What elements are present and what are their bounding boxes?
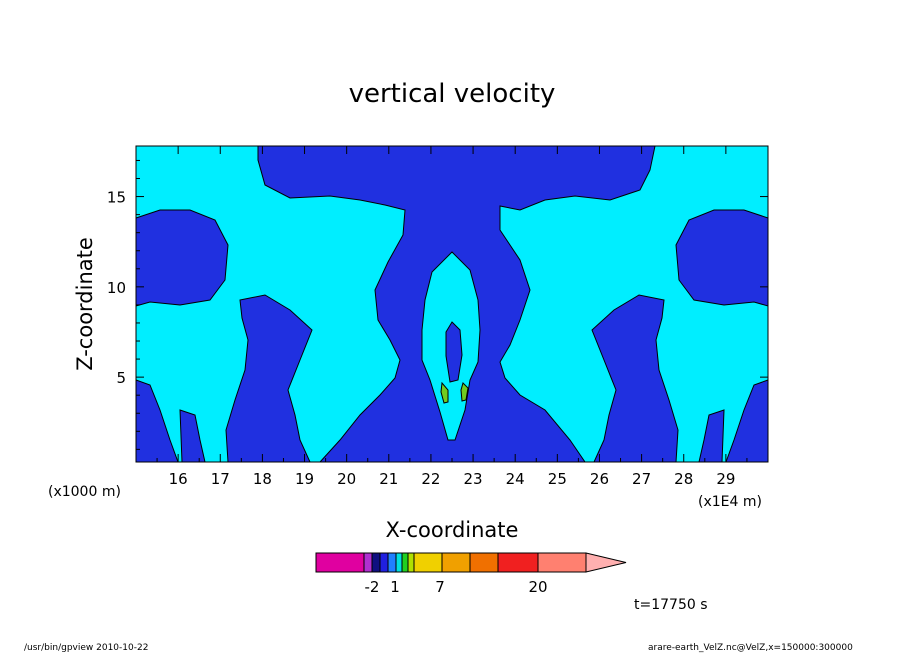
contour-negative-left-bottom-2: [179, 409, 206, 463]
colorbar-swatch: [379, 552, 389, 573]
x-tick-label: 23: [464, 470, 483, 488]
x-tick-label: 29: [716, 470, 735, 488]
colorbar-ticks: -2 1 7 20: [365, 578, 548, 596]
x-unit-left: (x1000 m): [48, 484, 121, 500]
colorbar-tick-label: 20: [528, 578, 547, 596]
contour-negative-right-upper: [675, 209, 769, 307]
x-tick-label: 18: [253, 470, 272, 488]
colorbar-swatch: [363, 552, 373, 573]
contour-negative-right-mid: [591, 294, 679, 463]
footer-right: arare-earth_VelZ.nc@VelZ,x=150000:300000: [648, 643, 853, 653]
x-tick-label: 24: [506, 470, 525, 488]
x-unit-right: (x1E4 m): [698, 494, 762, 510]
x-tick-label: 22: [421, 470, 440, 488]
contour-positive-core-2: [460, 382, 469, 402]
contour-negative-blob-1: [445, 321, 463, 383]
colorbar-swatch: [387, 552, 397, 573]
x-tick-label: 25: [548, 470, 567, 488]
y-axis-label: Z-coordinate: [73, 237, 97, 371]
colorbar-tick-label: 1: [390, 578, 400, 596]
x-tick-label: 27: [632, 470, 651, 488]
colorbar-swatch: [413, 552, 443, 573]
colorbar-tick-label: -2: [365, 578, 380, 596]
contour-negative-right-bottom-2: [698, 409, 725, 463]
contour-regions: [135, 145, 769, 463]
x-tick-label: 28: [674, 470, 693, 488]
footer-left: /usr/bin/gpview 2010-10-22: [24, 643, 148, 653]
colorbar-swatch: [371, 552, 381, 573]
x-tick-label: 20: [337, 470, 356, 488]
time-label: t=17750 s: [634, 597, 708, 613]
y-tick-label: 5: [116, 369, 126, 387]
colorbar-swatch: [441, 552, 471, 573]
y-tick-label: 15: [107, 189, 126, 207]
contour-negative-left-upper: [135, 209, 229, 307]
colorbar-swatch: [407, 552, 415, 573]
plot-area: [135, 145, 769, 463]
x-tick-label: 26: [590, 470, 609, 488]
x-tick-label: 16: [169, 470, 188, 488]
colorbar-swatch: [537, 552, 587, 573]
x-tick-label: 17: [211, 470, 230, 488]
colorbar-swatch: [497, 552, 539, 573]
x-axis-label: X-coordinate: [386, 518, 519, 542]
colorbar-swatch: [469, 552, 499, 573]
colorbar-arrow: [585, 552, 627, 573]
colorbar-tick-label: 7: [435, 578, 445, 596]
colorbar-swatch: [395, 552, 403, 573]
y-tick-label: 10: [107, 279, 126, 297]
x-tick-label: 21: [379, 470, 398, 488]
colorbar-swatch: [315, 552, 365, 573]
colorbar: [315, 552, 627, 573]
x-axis: 16 17 18 19 20 21 22 23 24 25 26 27 28 29: [156, 146, 748, 488]
y-axis: 5 10 15: [107, 159, 768, 450]
chart-title: vertical velocity: [349, 79, 556, 109]
x-tick-label: 19: [295, 470, 314, 488]
colorbar-swatch: [401, 552, 409, 573]
contour-negative-left-mid: [225, 294, 313, 463]
contour-positive-core-1: [440, 381, 449, 404]
